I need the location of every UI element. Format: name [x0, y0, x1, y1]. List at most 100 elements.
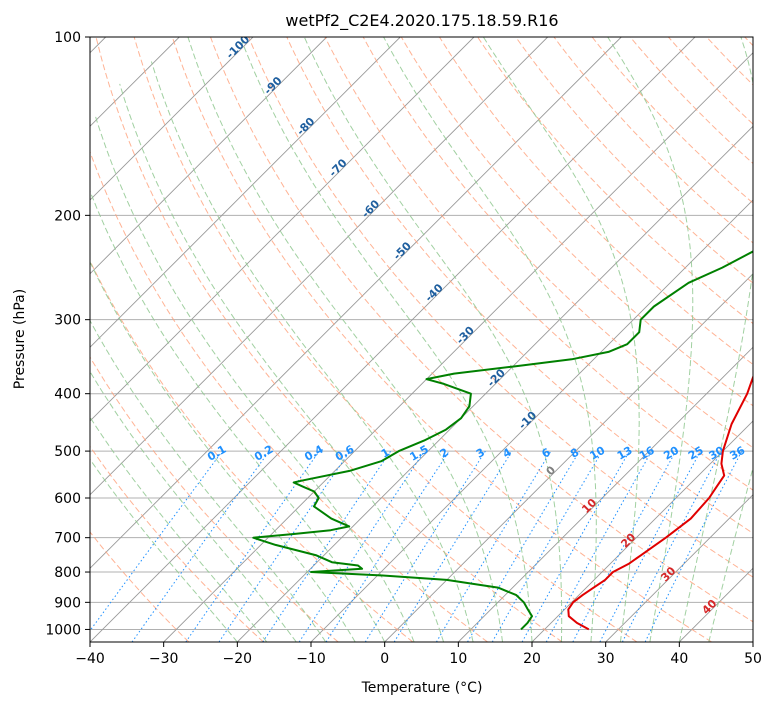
sounding-profiles: [252, 250, 753, 631]
mixing-ratio-line: [435, 450, 552, 642]
moist-adiabat: [90, 416, 268, 642]
isotherm: [90, 37, 696, 642]
dry-adiabat: [90, 445, 264, 642]
dry-adiabat: [210, 37, 753, 623]
dry-adiabat-label: -40: [423, 281, 446, 304]
x-axis: −40 −30 −20 −10 0 10 20 30 40 50: [75, 642, 762, 667]
y-tick-label: 700: [54, 531, 81, 547]
dry-adiabat: [90, 259, 414, 642]
x-tick-label: −40: [75, 651, 105, 667]
isotherm: [90, 37, 254, 201]
moist-adiabat-lines: [90, 37, 753, 642]
x-tick-label: 0: [380, 651, 389, 667]
plot-area: -100-90-80-70-60-50-40-30-20-10010203040…: [90, 37, 753, 642]
temperature-profile: [567, 374, 753, 631]
dry-adiabat-label: -50: [391, 239, 414, 262]
moist-adiabat: [94, 114, 415, 642]
dry-adiabat: [171, 37, 712, 642]
dry-adiabat: [248, 37, 753, 578]
y-tick-label: 800: [54, 565, 81, 581]
x-tick-label: 50: [744, 651, 762, 667]
pressure-gridlines: [90, 37, 753, 630]
dry-adiabat: [95, 37, 563, 642]
y-tick-label: 600: [54, 491, 81, 507]
mixing-ratio-line: [90, 450, 223, 632]
dry-adiabat-label: -60: [359, 197, 382, 220]
y-tick-label: 200: [54, 208, 81, 224]
y-tick-label: 100: [54, 30, 81, 46]
dry-adiabat: [629, 37, 753, 165]
mixing-ratio-label: 0.4: [302, 442, 326, 463]
plot-frame: [89, 36, 754, 643]
y-tick-label: 900: [54, 595, 81, 611]
dry-adiabat-label: -90: [261, 74, 284, 97]
y-tick-label: 500: [54, 444, 81, 460]
mixing-ratio-lines: [90, 450, 743, 642]
moist-adiabat: [482, 37, 640, 642]
dry-adiabat: [90, 150, 488, 642]
mixing-ratio-line: [298, 450, 425, 642]
dry-adiabat: [286, 37, 753, 534]
dry-adiabat: [706, 37, 753, 86]
x-tick-label: 30: [597, 651, 615, 667]
moist-adiabat: [607, 37, 694, 642]
moist-adiabat: [90, 458, 238, 642]
x-tick-label: 10: [449, 651, 467, 667]
x-tick-label: 20: [523, 651, 541, 667]
dry-adiabat: [668, 37, 753, 125]
y-axis-label: Pressure (hPa): [12, 289, 28, 389]
isotherm: [605, 494, 753, 642]
x-axis-label: Temperature (°C): [361, 680, 483, 696]
mixing-ratio-label: 2: [438, 446, 451, 461]
mixing-ratio-label: 25: [686, 444, 706, 463]
dry-adiabat-label: 30: [658, 564, 678, 584]
mixing-ratio-label: 20: [661, 444, 681, 463]
mixing-ratio-label: 36: [727, 444, 747, 463]
moist-adiabat: [90, 319, 327, 642]
mixing-ratio-line: [218, 450, 351, 642]
x-tick-label: −30: [149, 651, 179, 667]
mixing-ratio-line: [467, 450, 580, 642]
mixing-ratio-line: [325, 450, 450, 642]
x-tick-label: 40: [670, 651, 688, 667]
moist-adiabat: [383, 37, 597, 642]
dry-adiabat: [553, 37, 753, 244]
dry-adiabat-label: -70: [326, 156, 349, 179]
dry-adiabat-label: 20: [618, 530, 638, 550]
y-tick-label: 400: [54, 387, 81, 403]
chart-title: wetPf2_C2E4.2020.175.18.59.R16: [285, 11, 558, 31]
moist-adiabat: [187, 37, 503, 642]
mixing-ratio-line: [572, 450, 677, 642]
dry-adiabat: [90, 356, 339, 642]
mixing-ratio-label: 10: [587, 444, 607, 463]
mixing-ratio-label: 3: [474, 446, 487, 461]
dry-adiabat-label: -10: [516, 408, 539, 431]
isotherm: [457, 346, 753, 642]
dry-adiabat-lines: [90, 37, 753, 642]
mixing-ratio-line: [644, 450, 743, 642]
moist-adiabat: [303, 37, 563, 642]
moist-adiabat: [678, 37, 753, 642]
mixing-ratio-label: 0.1: [205, 443, 228, 464]
moist-adiabat: [90, 189, 386, 642]
y-tick-label: 1000: [45, 622, 81, 638]
mixing-ratio-line: [262, 450, 392, 642]
dry-adiabat-label: -30: [454, 324, 477, 347]
isotherm: [236, 125, 753, 642]
isotherm: [384, 273, 753, 642]
mixing-ratio-line: [545, 450, 653, 642]
isotherm: [531, 420, 753, 642]
dewpoint-profile: [252, 250, 753, 631]
x-tick-label: −20: [223, 651, 253, 667]
moist-adiabat: [90, 260, 356, 642]
moist-adiabat: [90, 370, 297, 642]
dry-adiabat: [90, 531, 190, 642]
isotherm: [90, 37, 549, 496]
isotherm: [90, 37, 622, 569]
dry-adiabat: [477, 37, 753, 325]
isotherm: [90, 37, 328, 275]
mixing-ratio-line: [521, 450, 630, 642]
y-tick-label: 300: [54, 313, 81, 329]
dry-adiabat-label: 40: [699, 597, 719, 617]
moist-adiabat: [239, 37, 533, 642]
